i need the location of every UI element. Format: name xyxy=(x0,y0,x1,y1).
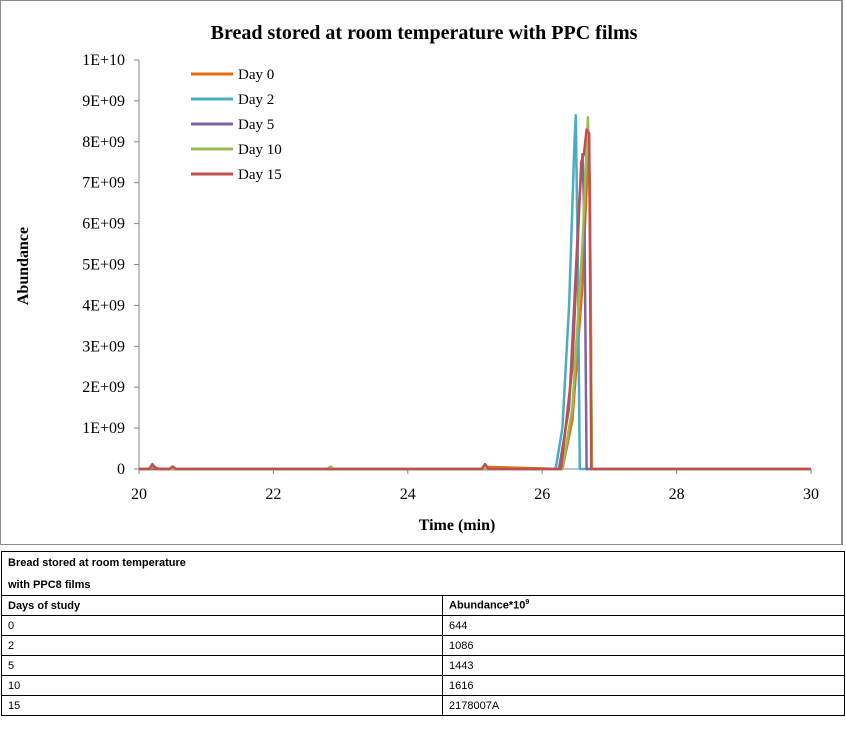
y-tick-label: 6E+09 xyxy=(82,216,125,233)
header-abundance: Abundance*109 xyxy=(442,595,845,616)
x-tick-label: 20 xyxy=(131,486,147,503)
chart-title: Bread stored at room temperature with PP… xyxy=(211,22,638,44)
x-tick-label: 24 xyxy=(400,486,416,503)
x-tick-label: 28 xyxy=(669,486,685,503)
table-caption-line1: Bread stored at room temperature xyxy=(1,551,845,574)
cell-abundance: 1086 xyxy=(442,635,845,656)
y-tick-label: 1E+09 xyxy=(82,420,125,437)
cell-abundance: 1443 xyxy=(442,655,845,676)
table-row: 5 1443 xyxy=(1,655,845,676)
y-axis-label: Abundance xyxy=(15,227,32,305)
table-row: 0 644 xyxy=(1,615,845,636)
y-tick-label: 0 xyxy=(117,461,125,478)
y-tick-label: 9E+09 xyxy=(82,93,125,110)
y-tick-label: 3E+09 xyxy=(82,338,125,355)
series-line-day-15 xyxy=(139,128,811,471)
legend-label: Day 5 xyxy=(238,117,274,133)
series-line-day-5 xyxy=(139,152,811,471)
series-line-day-2 xyxy=(139,113,811,471)
cell-abundance: 2178007A xyxy=(442,695,845,716)
header-days: Days of study xyxy=(1,595,443,616)
legend-label: Day 10 xyxy=(238,142,282,158)
y-tick-label: 4E+09 xyxy=(82,297,125,314)
y-tick-label: 1E+10 xyxy=(82,52,125,69)
table-row: 15 2178007A xyxy=(1,695,845,716)
x-tick-label: 30 xyxy=(803,486,819,503)
y-tick-label: 5E+09 xyxy=(82,257,125,274)
chart-frame: Bread stored at room temperature with PP… xyxy=(0,0,843,545)
legend-label: Day 2 xyxy=(238,92,274,108)
table-caption-line2: with PPC8 films xyxy=(1,574,845,596)
x-tick-label: 26 xyxy=(534,486,550,503)
cell-day: 0 xyxy=(1,615,443,636)
legend: Day 0 Day 2 Day 5 Day 10 Day 15 xyxy=(191,67,282,183)
ticks: 0 1E+09 2E+09 3E+09 4E+09 5E+09 6E+09 7E+09 8E+0… xyxy=(82,52,819,503)
series-line-day-0 xyxy=(139,148,811,471)
cell-abundance: 1616 xyxy=(442,675,845,696)
cell-day: 15 xyxy=(1,695,443,716)
x-tick-label: 22 xyxy=(265,486,281,503)
data-table-container: Bread stored at room temperature with PP… xyxy=(1,551,845,716)
data-table: Bread stored at room temperature with PP… xyxy=(1,551,845,716)
cell-day: 2 xyxy=(1,635,443,656)
header-abundance-exponent: 9 xyxy=(525,599,530,607)
cell-day: 10 xyxy=(1,675,443,696)
chart-svg: Bread stored at room temperature with PP… xyxy=(15,22,819,534)
cell-abundance: 644 xyxy=(442,615,845,636)
header-abundance-text: Abundance*10 xyxy=(449,599,526,612)
x-axis-label: Time (min) xyxy=(419,517,496,534)
table-caption-row-2: with PPC8 films xyxy=(1,574,845,596)
legend-label: Day 0 xyxy=(238,67,274,83)
series-lines xyxy=(139,113,811,471)
legend-label: Day 15 xyxy=(238,167,282,183)
y-tick-label: 7E+09 xyxy=(82,175,125,192)
table-row: 2 1086 xyxy=(1,635,845,656)
y-tick-label: 8E+09 xyxy=(82,134,125,151)
table-caption-row: Bread stored at room temperature xyxy=(1,551,845,574)
y-tick-label: 2E+09 xyxy=(82,379,125,396)
table-row: 10 1616 xyxy=(1,675,845,696)
cell-day: 5 xyxy=(1,655,443,676)
table-header-row: Days of study Abundance*109 xyxy=(1,595,845,616)
